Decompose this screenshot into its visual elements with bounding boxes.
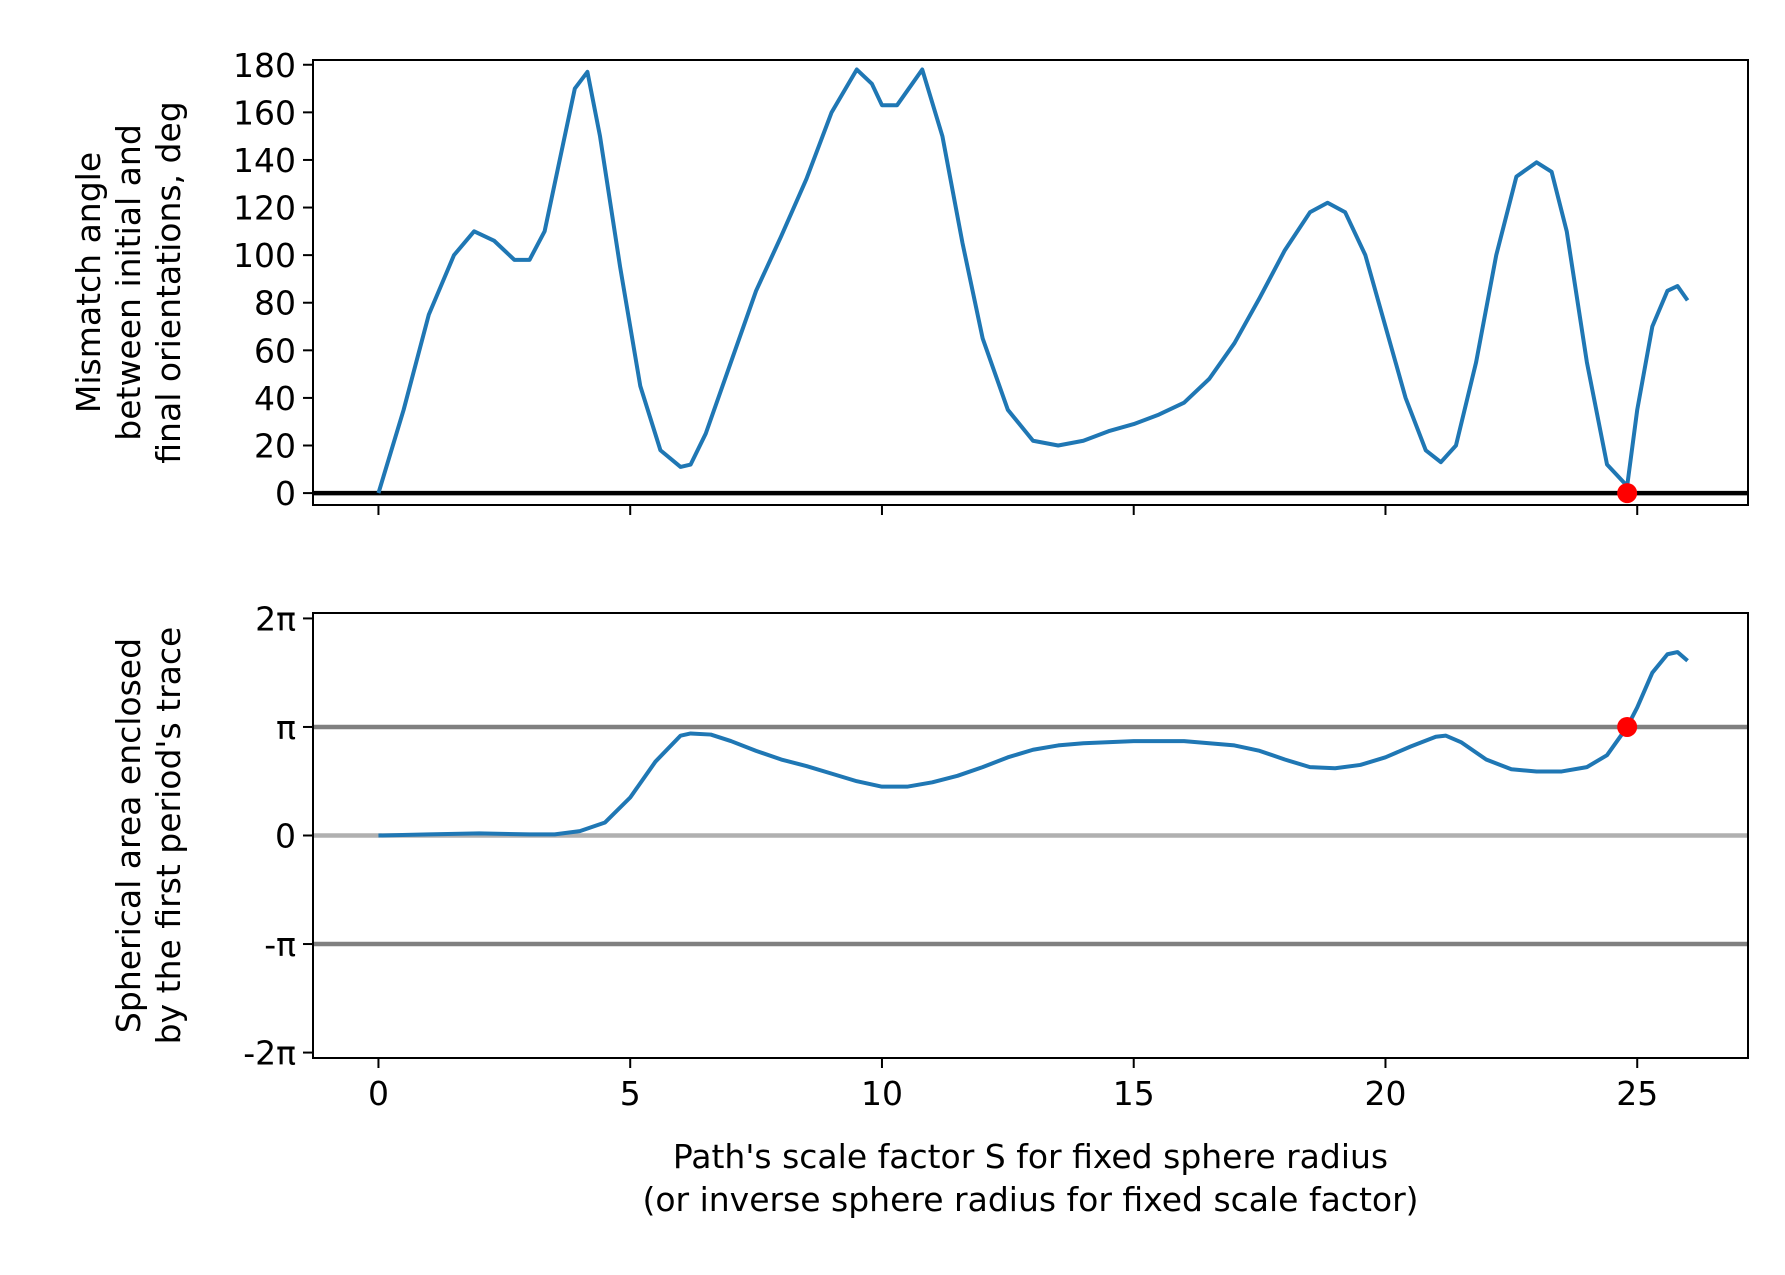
- y-tick-label: 140: [233, 141, 296, 180]
- y-ticks: 0 20 40 60 80 100 120 140 160 180: [233, 46, 313, 513]
- y-tick-label: 160: [233, 93, 296, 132]
- highlight-point: [1617, 483, 1638, 504]
- y-axis-label-line: between initial and: [109, 124, 148, 441]
- x-tick-label: 25: [1616, 1074, 1658, 1113]
- y-axis-label-line: by the first period's trace: [149, 627, 188, 1045]
- x-axis-label-line: (or inverse sphere radius for fixed scal…: [642, 1180, 1418, 1219]
- series-group: [378, 650, 1689, 838]
- y-tick-label: 0: [275, 817, 296, 856]
- x-tick-label: 5: [620, 1074, 641, 1113]
- spherical-area-panel: 0 5 10 15 20 25 -2π -π 0 π 2π Spherical area encl…: [109, 599, 1749, 1219]
- y-tick-label: 40: [254, 379, 296, 418]
- y-axis-label-line: Mismatch angle: [69, 152, 108, 413]
- y-tick-label: 120: [233, 189, 296, 228]
- x-ticks: 0 5 10 15 20 25: [368, 1058, 1658, 1113]
- x-tick-label: 0: [368, 1074, 389, 1113]
- x-axis-label: Path's scale factor S for fixed sphere r…: [642, 1137, 1418, 1219]
- y-tick-label: 180: [233, 46, 296, 85]
- y-axis-label: Mismatch angle between initial and final o…: [69, 101, 188, 463]
- y-tick-label: π: [276, 708, 296, 747]
- y-tick-label: 100: [233, 236, 296, 275]
- y-tick-label: 2π: [255, 599, 296, 638]
- x-tick-label: 10: [861, 1074, 903, 1113]
- series-line: [376, 67, 1690, 494]
- y-tick-label: 80: [254, 284, 296, 323]
- mismatch-angle-panel: 0 20 40 60 80 100 120 140 160 180 Mismatch angle b…: [69, 46, 1749, 515]
- plot-frame: [312, 59, 1749, 506]
- y-axis-label: Spherical area enclosed by the first peri…: [109, 627, 188, 1045]
- y-tick-label: 60: [254, 331, 296, 370]
- x-tick-label: 15: [1113, 1074, 1155, 1113]
- marker-group: [1617, 483, 1638, 504]
- x-axis-label-line: Path's scale factor S for fixed sphere r…: [673, 1137, 1388, 1176]
- y-axis-label-line: final orientations, deg: [149, 101, 188, 463]
- y-tick-label: -π: [264, 925, 296, 964]
- series-line: [378, 650, 1689, 838]
- y-tick-label: -2π: [243, 1034, 296, 1073]
- x-ticks: [377, 505, 1639, 515]
- x-tick-label: 20: [1364, 1074, 1406, 1113]
- y-tick-label: 20: [254, 427, 296, 466]
- y-tick-label: 0: [275, 474, 296, 513]
- series-group: [376, 67, 1690, 494]
- highlight-point: [1617, 716, 1638, 737]
- y-ticks: -2π -π 0 π 2π: [243, 599, 313, 1073]
- y-axis-label-line: Spherical area enclosed: [109, 638, 148, 1033]
- marker-group: [1617, 716, 1638, 737]
